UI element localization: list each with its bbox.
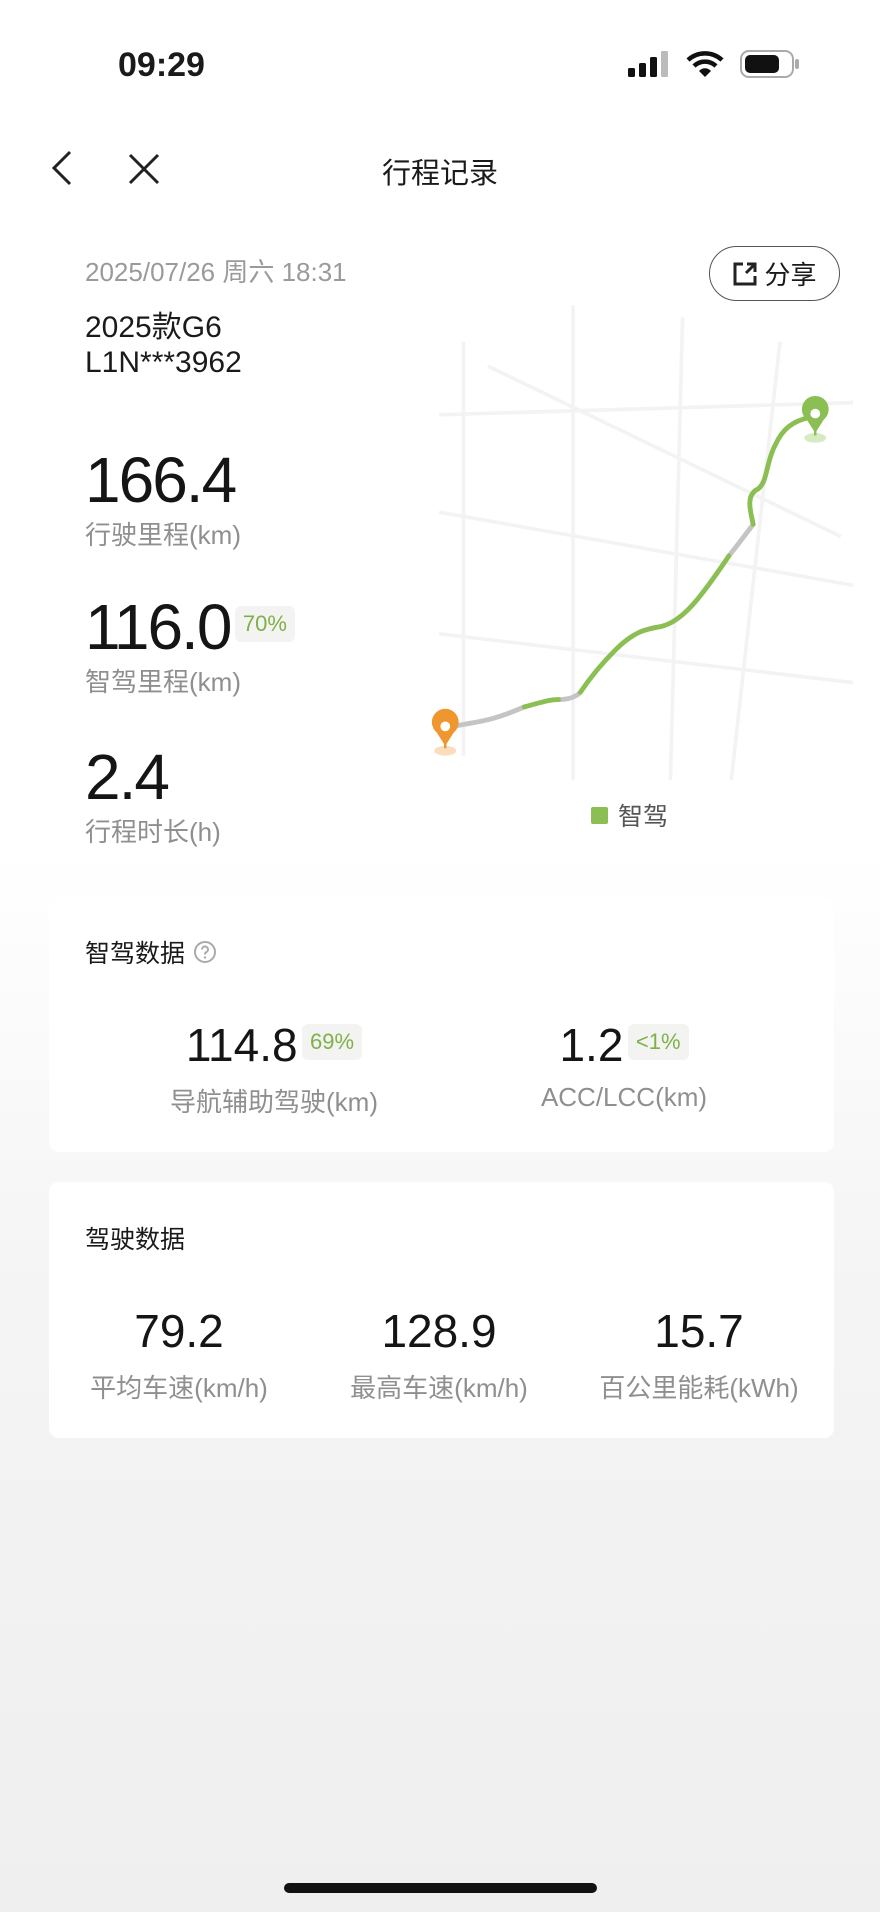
energy-stat: 15.7 百公里能耗(kWh) bbox=[579, 1304, 819, 1405]
map-legend: 智驾 bbox=[591, 797, 668, 833]
trip-duration-value: 2.4 bbox=[85, 741, 170, 813]
help-icon[interactable] bbox=[193, 940, 217, 964]
route-smart bbox=[521, 414, 813, 710]
driving-data-card: 驾驶数据 79.2 平均车速(km/h) 128.9 最高车速(km/h) 15… bbox=[49, 1182, 834, 1438]
max-speed-label: 最高车速(km/h) bbox=[350, 1373, 528, 1403]
max-speed-value: 128.9 bbox=[381, 1305, 497, 1357]
avg-speed-label: 平均车速(km/h) bbox=[90, 1373, 268, 1403]
back-icon[interactable] bbox=[50, 150, 74, 186]
nav-assist-stat: 114.8 69% 导航辅助驾驶(km) bbox=[159, 1018, 389, 1119]
legend-swatch bbox=[591, 806, 608, 824]
trip-datetime: 2025/07/26 周六 18:31 bbox=[85, 257, 347, 287]
energy-value: 15.7 bbox=[654, 1305, 744, 1357]
acc-lcc-badge: <1% bbox=[627, 1024, 689, 1060]
wifi-icon bbox=[686, 51, 724, 77]
vin: L1N***3962 bbox=[85, 346, 242, 379]
legend-label: 智驾 bbox=[618, 803, 669, 831]
acc-lcc-label: ACC/LCC(km) bbox=[540, 1082, 708, 1112]
smart-distance-label: 智驾里程(km) bbox=[85, 667, 241, 697]
avg-speed-value: 79.2 bbox=[134, 1305, 224, 1357]
car-model: 2025款G6 bbox=[85, 311, 222, 344]
status-icons bbox=[628, 50, 800, 78]
signal-icon bbox=[628, 51, 668, 77]
total-distance: 166.4 行驶里程(km) bbox=[85, 443, 241, 552]
status-time: 09:29 bbox=[118, 46, 205, 84]
avg-speed-stat: 79.2 平均车速(km/h) bbox=[69, 1304, 289, 1405]
smart-distance: 116.0 70% 智驾里程(km) bbox=[85, 590, 295, 699]
trip-duration-label: 行程时长(h) bbox=[85, 817, 221, 847]
nav-assist-badge: 69% bbox=[302, 1024, 363, 1060]
share-button[interactable]: 分享 bbox=[709, 246, 840, 301]
smart-percent-badge: 70% bbox=[234, 606, 295, 642]
start-pin-icon bbox=[431, 708, 459, 756]
page-title: 行程记录 bbox=[381, 158, 498, 190]
end-pin-icon bbox=[801, 395, 829, 443]
share-icon bbox=[733, 262, 757, 285]
battery-icon bbox=[740, 50, 799, 78]
nav-assist-label: 导航辅助驾驶(km) bbox=[170, 1087, 378, 1117]
home-indicator[interactable] bbox=[284, 1883, 597, 1893]
total-distance-value: 166.4 bbox=[85, 444, 237, 516]
drive-card-title: 驾驶数据 bbox=[85, 1226, 186, 1254]
smart-distance-value: 116.0 bbox=[85, 591, 232, 663]
nav-assist-value: 114.8 bbox=[185, 1019, 298, 1071]
acc-lcc-value: 1.2 bbox=[559, 1019, 624, 1071]
smart-card-title-text: 智驾数据 bbox=[85, 940, 186, 968]
energy-label: 百公里能耗(kWh) bbox=[599, 1373, 799, 1403]
route-manual bbox=[451, 521, 756, 729]
acc-lcc-stat: 1.2 <1% ACC/LCC(km) bbox=[509, 1018, 739, 1113]
close-icon[interactable] bbox=[128, 153, 160, 185]
trip-duration: 2.4 行程时长(h) bbox=[85, 740, 221, 849]
max-speed-stat: 128.9 最高车速(km/h) bbox=[329, 1304, 549, 1405]
total-distance-label: 行驶里程(km) bbox=[85, 520, 241, 550]
map-roads bbox=[438, 305, 853, 780]
route-map[interactable] bbox=[427, 293, 853, 780]
share-label: 分享 bbox=[764, 260, 817, 290]
smart-drive-card: 智驾数据 114.8 69% 导航辅助驾驶(km) 1.2 <1% ACC/LC… bbox=[49, 898, 834, 1152]
smart-card-title: 智驾数据 bbox=[85, 934, 217, 970]
